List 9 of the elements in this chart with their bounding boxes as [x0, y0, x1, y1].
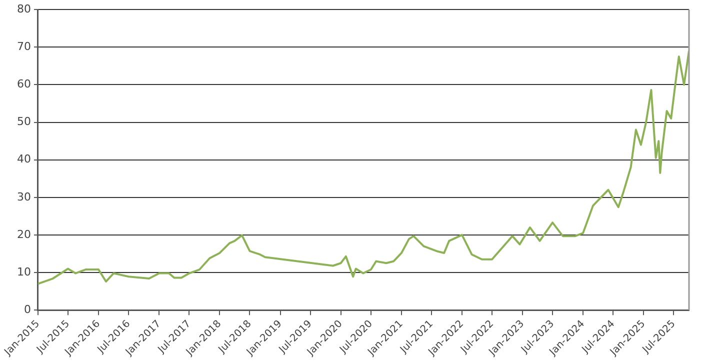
y-tick-label: 50	[16, 115, 31, 128]
y-tick-label: 60	[16, 78, 31, 91]
y-tick-label: 80	[16, 2, 31, 16]
y-tick-label: 20	[16, 228, 31, 241]
y-tick-label: 0	[24, 302, 31, 316]
y-tick-label: 40	[16, 152, 31, 166]
y-tick-label: 10	[16, 265, 31, 278]
y-tick-label: 30	[16, 190, 31, 204]
y-tick-label: 70	[16, 40, 31, 54]
